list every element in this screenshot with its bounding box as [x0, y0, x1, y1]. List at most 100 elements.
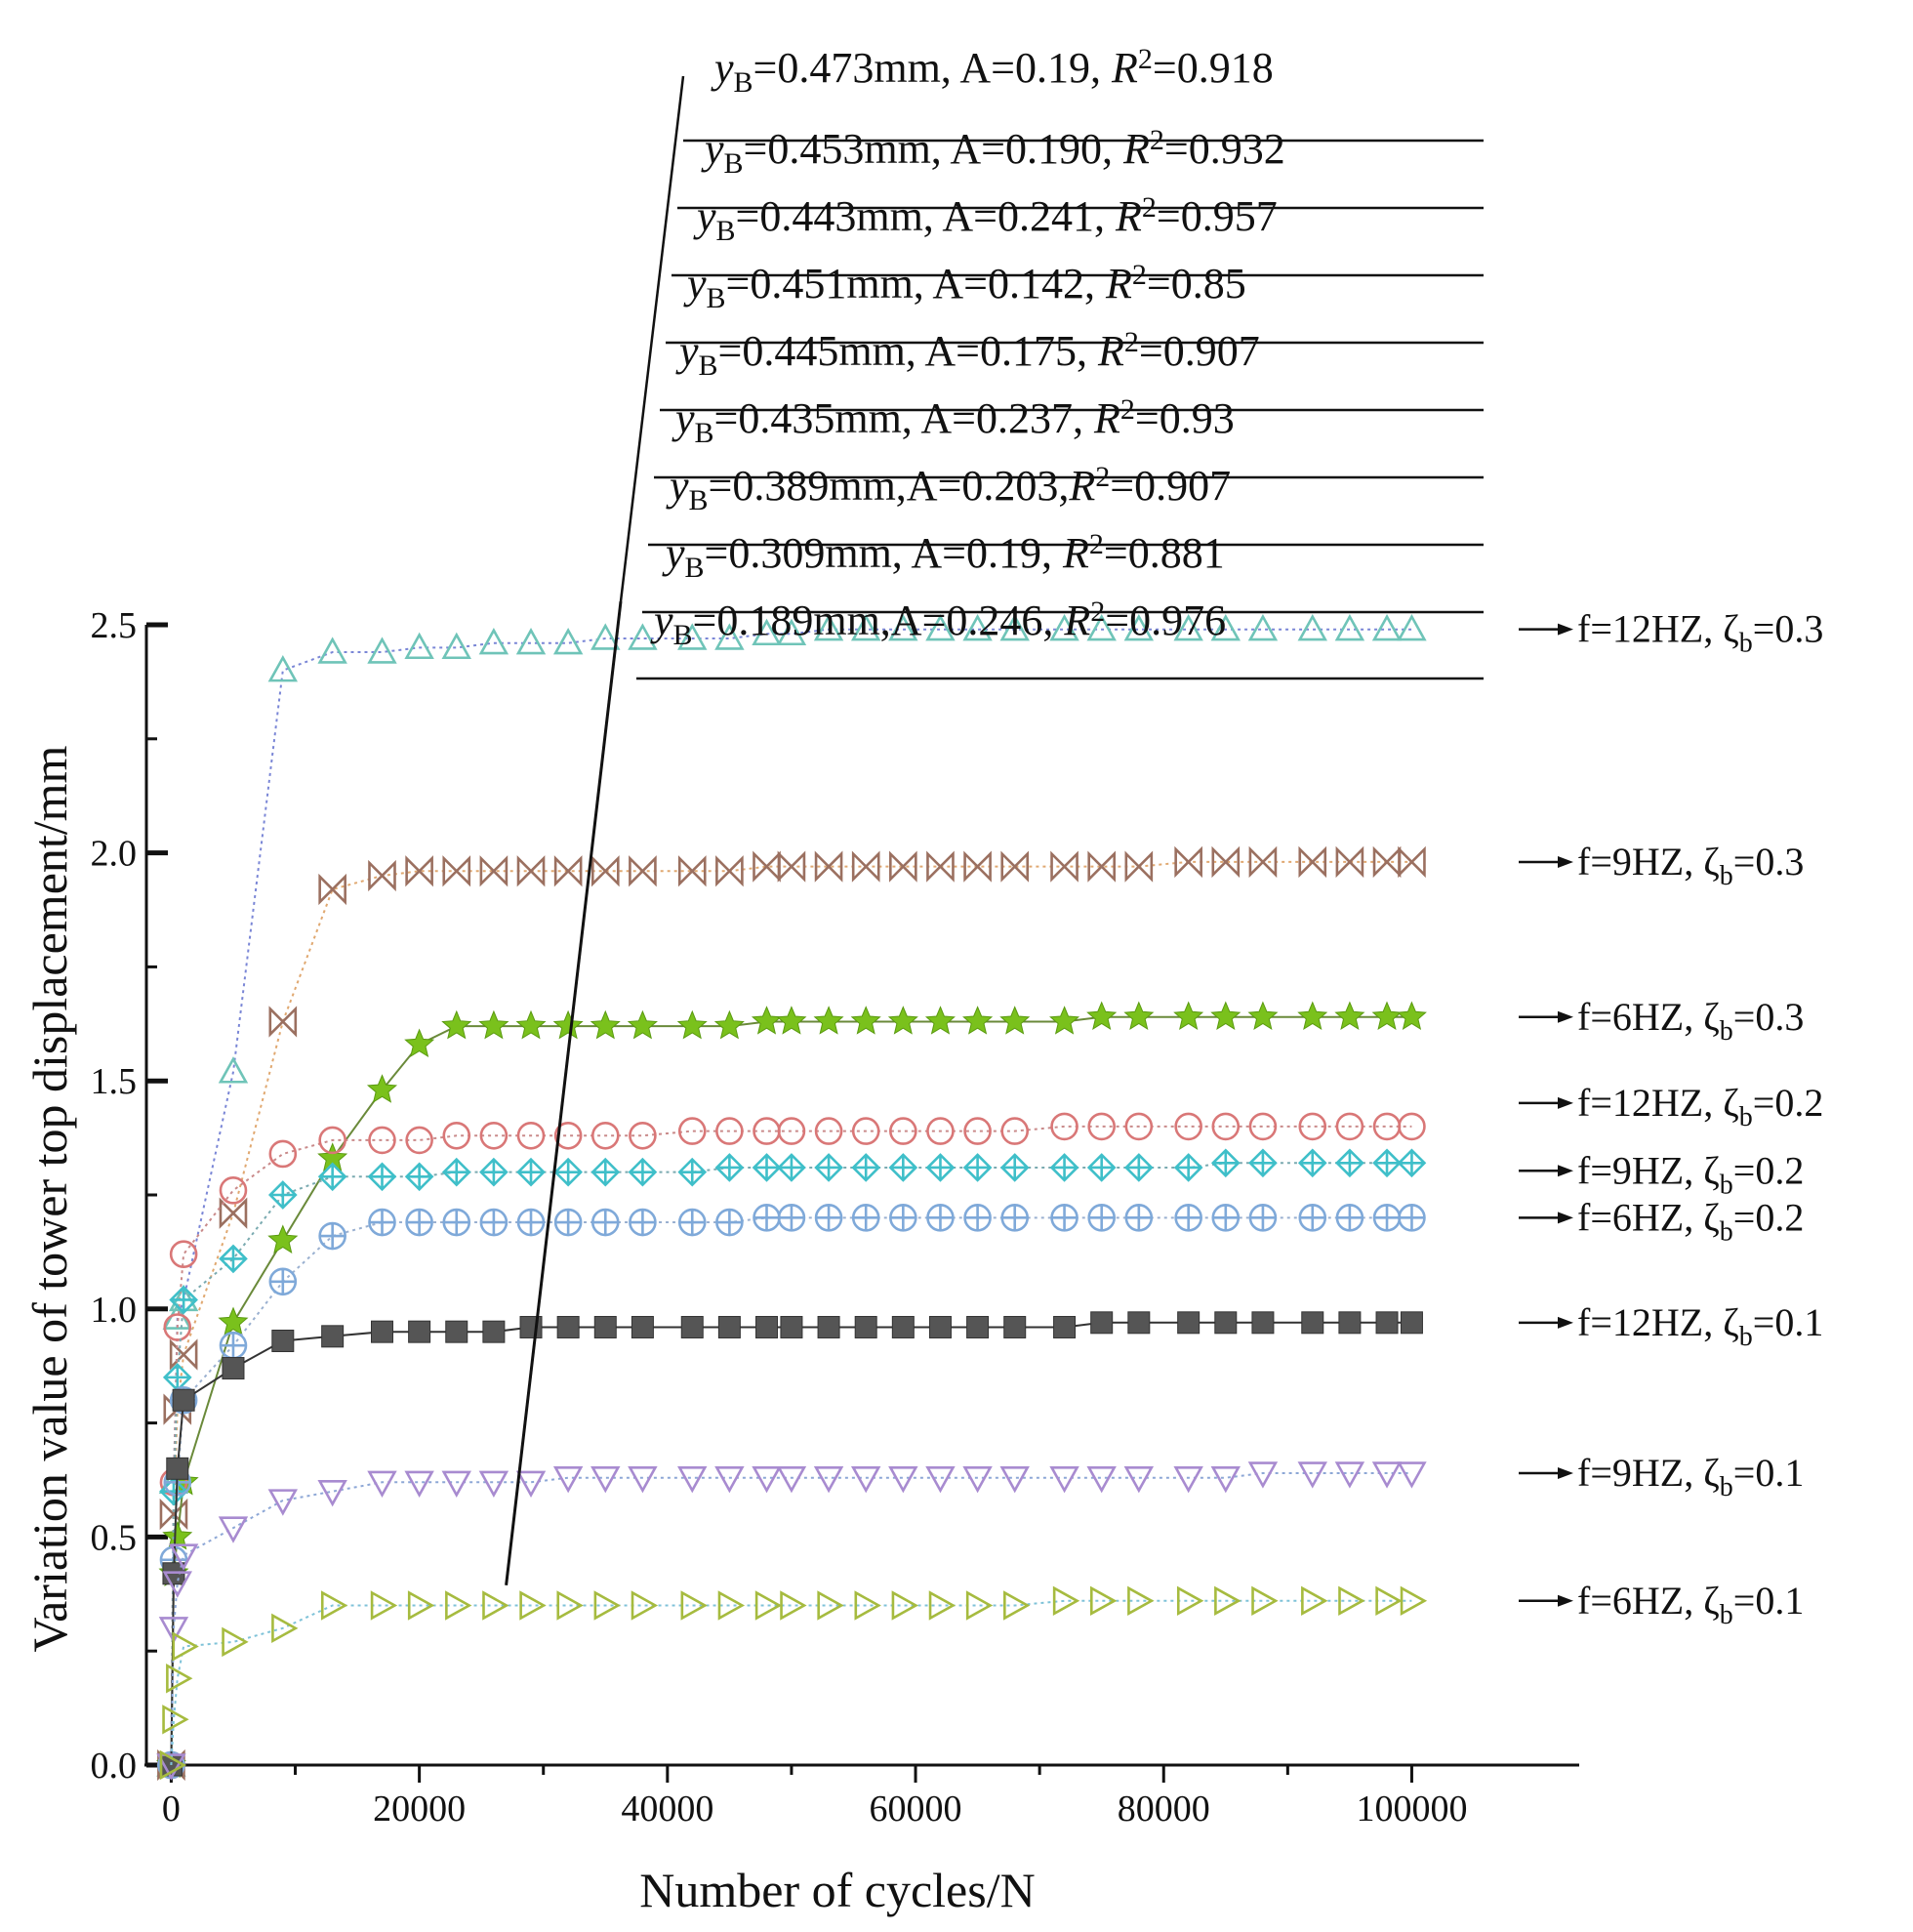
data-point	[1124, 850, 1154, 883]
x-tick-label: 80000	[1118, 1788, 1210, 1829]
x-tick-label: 20000	[373, 1788, 466, 1829]
series-line	[170, 1162, 1412, 1766]
data-point	[1050, 1112, 1079, 1141]
data-point	[404, 1162, 434, 1192]
data-point	[1173, 1001, 1204, 1030]
data-point	[169, 1240, 198, 1269]
data-point	[999, 1006, 1031, 1035]
data-point	[999, 1153, 1030, 1182]
data-point	[891, 1315, 915, 1338]
data-point	[163, 1313, 192, 1341]
data-point	[222, 1626, 249, 1658]
data-point	[714, 1465, 745, 1494]
data-point	[169, 1338, 198, 1371]
data-point	[1123, 1001, 1155, 1030]
data-point	[714, 1153, 745, 1182]
data-point	[1123, 613, 1155, 641]
data-point	[267, 1180, 298, 1210]
data-point	[552, 628, 584, 655]
data-point	[1089, 1585, 1118, 1617]
data-point	[407, 1590, 435, 1621]
data-point	[519, 1590, 547, 1621]
data-point	[962, 1153, 993, 1182]
data-point	[963, 1204, 992, 1232]
data-point	[1372, 1204, 1402, 1232]
data-point	[677, 1117, 707, 1145]
data-point	[889, 850, 917, 883]
data-point	[318, 1126, 346, 1155]
data-point	[479, 1121, 509, 1150]
data-point	[924, 1006, 956, 1035]
fit-annotation: yB=0.473mm, A=0.19, R2=0.918	[711, 43, 1274, 99]
data-point	[1090, 1311, 1114, 1335]
data-point	[1000, 850, 1030, 883]
data-point	[1301, 1311, 1324, 1335]
data-point	[1053, 1315, 1077, 1338]
data-point	[751, 1006, 783, 1035]
data-point	[367, 637, 397, 664]
series-line	[170, 1321, 1412, 1766]
data-point	[1375, 1311, 1399, 1335]
series-7	[156, 1461, 1427, 1781]
label-arrowhead	[1558, 1010, 1573, 1023]
data-point	[166, 1664, 193, 1694]
data-point	[677, 623, 708, 650]
fit-annotation: yB=0.453mm, A=0.190, R2=0.932	[701, 124, 1285, 180]
data-point	[999, 1465, 1030, 1494]
data-point	[445, 1320, 468, 1343]
y-tick-label: 2.5	[91, 605, 138, 646]
data-point	[1211, 1112, 1241, 1141]
data-point	[1298, 1112, 1327, 1141]
fit-annotation: yB=0.309mm, A=0.19, R2=0.881	[662, 528, 1225, 584]
y-tick-label: 2.0	[91, 834, 138, 875]
data-point	[552, 1009, 584, 1040]
data-point	[754, 1590, 783, 1621]
data-point	[404, 632, 434, 660]
data-point	[631, 1590, 659, 1621]
data-point	[851, 1117, 880, 1145]
data-point	[404, 1470, 434, 1499]
series-line	[170, 1472, 1412, 1766]
data-point	[478, 1009, 509, 1040]
data-point	[628, 1465, 658, 1494]
data-point	[999, 613, 1030, 641]
data-point	[1248, 1204, 1278, 1232]
data-point	[813, 613, 844, 641]
data-point	[159, 1498, 188, 1531]
data-point	[851, 850, 880, 883]
data-point	[1248, 1112, 1278, 1141]
data-point	[928, 1315, 952, 1338]
data-point	[1334, 613, 1365, 641]
data-point	[780, 1590, 807, 1621]
data-point	[516, 855, 546, 887]
data-point	[479, 1208, 509, 1237]
data-point	[370, 1590, 398, 1621]
fit-annotation: yB=0.389mm,A=0.203,R2=0.907	[666, 461, 1231, 516]
x-tick-label: 100000	[1356, 1788, 1467, 1829]
data-point	[1297, 1148, 1327, 1178]
data-point	[1397, 613, 1427, 641]
data-point	[556, 1315, 580, 1338]
data-point	[593, 1590, 621, 1621]
data-point	[1247, 1461, 1279, 1489]
data-point	[1297, 1461, 1327, 1489]
data-point	[628, 1157, 658, 1187]
data-point	[1297, 613, 1327, 641]
series-3	[157, 1112, 1426, 1780]
data-point	[1210, 1465, 1241, 1494]
data-point	[1398, 1204, 1426, 1232]
data-point	[1176, 1585, 1204, 1617]
data-point	[1052, 1585, 1080, 1617]
data-point	[814, 1117, 843, 1145]
data-point	[753, 1204, 781, 1232]
series-label: f=6HZ, ζb=0.3	[1577, 995, 1804, 1047]
axes: 0.0 0.5 1.0 1.5 2.0 2.5 0 20000 40000 60000 80000 1…	[22, 605, 1579, 1917]
data-point	[408, 1320, 431, 1343]
data-point	[1173, 613, 1203, 641]
label-arrowhead	[1558, 1316, 1573, 1329]
data-point	[850, 1465, 881, 1494]
data-point	[777, 850, 806, 883]
data-point	[889, 1117, 917, 1145]
data-point	[715, 855, 744, 887]
